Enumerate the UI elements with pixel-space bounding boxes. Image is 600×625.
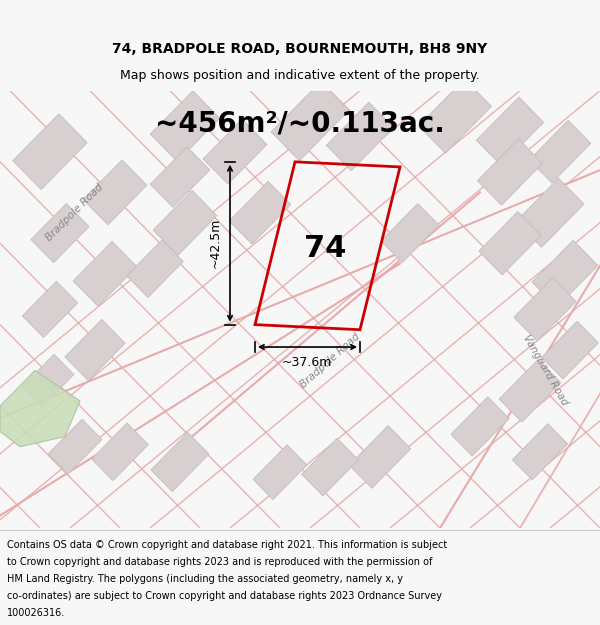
Text: Vanguard Road: Vanguard Road [521, 333, 569, 408]
Polygon shape [83, 160, 147, 225]
Polygon shape [22, 354, 74, 407]
Text: to Crown copyright and database rights 2023 and is reproduced with the permissio: to Crown copyright and database rights 2… [7, 557, 433, 567]
Text: 100026316.: 100026316. [7, 608, 65, 618]
Polygon shape [349, 426, 411, 488]
Polygon shape [419, 79, 491, 153]
Polygon shape [151, 91, 220, 161]
Polygon shape [529, 121, 591, 183]
Polygon shape [151, 432, 209, 491]
Polygon shape [127, 240, 183, 298]
Text: ~456m²/~0.113ac.: ~456m²/~0.113ac. [155, 109, 445, 137]
Polygon shape [478, 139, 542, 205]
Polygon shape [271, 82, 349, 161]
Text: 74, BRADPOLE ROAD, BOURNEMOUTH, BH8 9NY: 74, BRADPOLE ROAD, BOURNEMOUTH, BH8 9NY [112, 42, 488, 56]
Polygon shape [516, 178, 584, 248]
Polygon shape [381, 204, 439, 262]
Text: ~37.6m: ~37.6m [282, 356, 332, 369]
Polygon shape [326, 102, 394, 171]
Polygon shape [512, 424, 568, 480]
Polygon shape [253, 445, 307, 499]
Polygon shape [0, 371, 80, 447]
Text: Bradpole Road: Bradpole Road [298, 331, 362, 389]
Polygon shape [229, 181, 291, 244]
Text: 74: 74 [304, 234, 346, 263]
Polygon shape [22, 281, 77, 338]
Polygon shape [13, 114, 87, 189]
Polygon shape [65, 319, 125, 381]
Polygon shape [48, 419, 102, 474]
Polygon shape [302, 438, 358, 496]
Text: HM Land Registry. The polygons (including the associated geometry, namely x, y: HM Land Registry. The polygons (includin… [7, 574, 403, 584]
Polygon shape [451, 397, 509, 456]
Polygon shape [31, 204, 89, 262]
Text: Contains OS data © Crown copyright and database right 2021. This information is : Contains OS data © Crown copyright and d… [7, 540, 448, 550]
Polygon shape [542, 321, 598, 379]
Polygon shape [499, 359, 561, 422]
Text: Bradpole Road: Bradpole Road [44, 182, 106, 243]
Polygon shape [479, 212, 541, 275]
Polygon shape [73, 241, 137, 306]
Polygon shape [92, 423, 148, 481]
Text: co-ordinates) are subject to Crown copyright and database rights 2023 Ordnance S: co-ordinates) are subject to Crown copyr… [7, 591, 442, 601]
Polygon shape [476, 97, 544, 166]
Polygon shape [153, 191, 217, 255]
Polygon shape [514, 278, 576, 341]
Polygon shape [532, 240, 598, 308]
Text: Map shows position and indicative extent of the property.: Map shows position and indicative extent… [120, 69, 480, 82]
Polygon shape [151, 147, 209, 208]
Text: ~42.5m: ~42.5m [209, 218, 221, 268]
Polygon shape [203, 119, 267, 184]
